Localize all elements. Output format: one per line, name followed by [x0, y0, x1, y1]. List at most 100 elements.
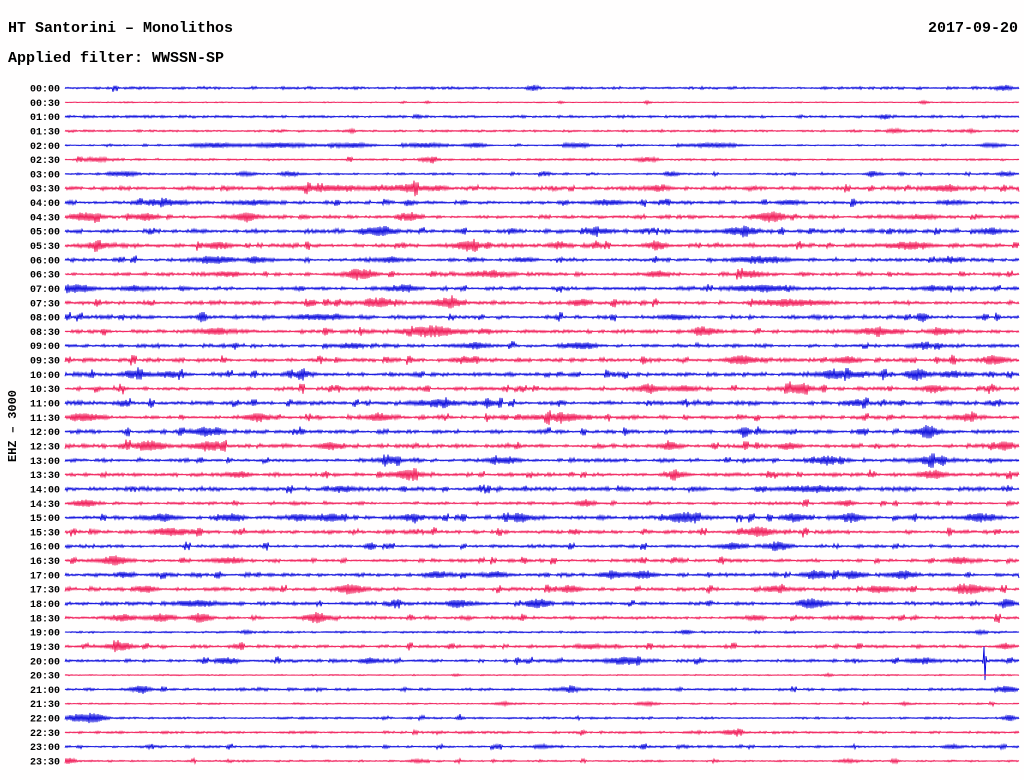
trace-08:30	[64, 325, 1020, 338]
trace-time-label: 17:00	[30, 571, 60, 582]
trace-21:30	[64, 700, 1020, 708]
trace-time-label: 15:00	[30, 514, 60, 525]
trace-18:00	[64, 598, 1020, 609]
trace-22:00	[64, 712, 1020, 724]
trace-time-label: 23:30	[30, 758, 60, 769]
trace-time-label: 08:00	[30, 314, 60, 325]
trace-07:30	[64, 295, 1020, 309]
trace-09:30	[64, 354, 1020, 366]
trace-04:30	[64, 211, 1020, 224]
trace-11:00	[64, 397, 1020, 409]
trace-time-label: 22:30	[30, 729, 60, 740]
trace-10:30	[64, 381, 1020, 395]
trace-23:30	[64, 756, 1020, 765]
trace-time-label: 11:30	[30, 414, 60, 425]
trace-time-label: 05:00	[30, 228, 60, 239]
trace-22:30	[64, 728, 1020, 737]
trace-23:00	[64, 742, 1020, 751]
trace-11:30	[64, 410, 1020, 425]
applied-filter-label: Applied filter: WWSSN-SP	[8, 50, 225, 67]
trace-time-label: 14:30	[30, 500, 60, 511]
trace-20:30	[64, 672, 1020, 678]
trace-20:00	[64, 646, 1020, 681]
trace-time-label: 23:00	[30, 743, 60, 754]
trace-time-label: 00:00	[30, 85, 60, 96]
trace-time-label: 14:00	[30, 485, 60, 496]
trace-time-label: 01:30	[30, 128, 60, 139]
trace-07:00	[64, 284, 1020, 294]
trace-time-label: 22:00	[30, 715, 60, 726]
trace-04:00	[64, 197, 1020, 208]
trace-time-label: 07:00	[30, 285, 60, 296]
trace-time-label: 16:30	[30, 557, 60, 568]
trace-time-label: 21:00	[30, 686, 60, 697]
trace-14:30	[64, 499, 1020, 508]
trace-time-label: 12:00	[30, 428, 60, 439]
trace-time-label: 08:30	[30, 328, 60, 339]
trace-19:00	[64, 628, 1020, 636]
trace-01:00	[64, 113, 1020, 121]
trace-time-label: 20:00	[30, 657, 60, 668]
trace-time-label: 05:30	[30, 242, 60, 253]
trace-17:30	[64, 583, 1020, 595]
trace-02:30	[64, 155, 1020, 164]
plot-date: 2017-09-20	[927, 20, 1018, 37]
trace-time-label: 20:30	[30, 672, 60, 683]
trace-time-label: 18:00	[30, 600, 60, 611]
trace-time-label: 01:00	[30, 113, 60, 124]
trace-time-label: 12:30	[30, 443, 60, 454]
trace-13:00	[64, 453, 1020, 468]
trace-time-label: 09:00	[30, 342, 60, 353]
trace-time-label: 10:30	[30, 385, 60, 396]
trace-05:30	[64, 238, 1020, 253]
trace-01:30	[64, 127, 1020, 135]
trace-14:00	[64, 484, 1020, 494]
trace-time-label: 06:30	[30, 271, 60, 282]
trace-06:00	[64, 255, 1020, 265]
trace-00:30	[64, 99, 1020, 106]
trace-08:00	[64, 311, 1020, 323]
station-title: HT Santorini – Monolithos	[8, 20, 234, 37]
trace-time-label: 13:30	[30, 471, 60, 482]
trace-16:00	[64, 541, 1020, 552]
trace-time-label: 15:30	[30, 528, 60, 539]
trace-21:00	[64, 685, 1020, 694]
trace-time-label: 06:00	[30, 256, 60, 267]
trace-time-label: 02:30	[30, 156, 60, 167]
trace-time-label: 04:00	[30, 199, 60, 210]
trace-12:30	[64, 439, 1020, 452]
trace-05:00	[64, 225, 1020, 238]
trace-time-label: 09:30	[30, 357, 60, 368]
trace-time-label: 07:30	[30, 299, 60, 310]
trace-time-label: 21:30	[30, 700, 60, 711]
trace-time-label: 00:30	[30, 99, 60, 110]
trace-16:30	[64, 555, 1020, 566]
trace-06:30	[64, 267, 1020, 281]
trace-09:00	[64, 341, 1020, 351]
trace-13:30	[64, 467, 1020, 482]
trace-02:00	[64, 141, 1020, 150]
trace-00:00	[64, 84, 1020, 92]
trace-time-label: 02:00	[30, 142, 60, 153]
trace-03:00	[64, 170, 1020, 178]
trace-time-label: 10:00	[30, 371, 60, 382]
trace-19:30	[64, 640, 1020, 653]
trace-10:00	[64, 367, 1020, 382]
trace-18:30	[64, 612, 1020, 624]
trace-12:00	[64, 424, 1020, 439]
trace-time-label: 16:00	[30, 543, 60, 554]
trace-time-label: 17:30	[30, 586, 60, 597]
trace-17:00	[64, 569, 1020, 580]
trace-time-label: 11:00	[30, 400, 60, 411]
trace-15:00	[64, 511, 1020, 524]
trace-time-label: 19:30	[30, 643, 60, 654]
trace-time-label: 19:00	[30, 629, 60, 640]
trace-time-label: 03:00	[30, 170, 60, 181]
trace-03:30	[64, 180, 1020, 197]
trace-time-label: 04:30	[30, 213, 60, 224]
trace-time-label: 13:00	[30, 457, 60, 468]
trace-time-label: 03:30	[30, 185, 60, 196]
trace-15:30	[64, 526, 1020, 538]
